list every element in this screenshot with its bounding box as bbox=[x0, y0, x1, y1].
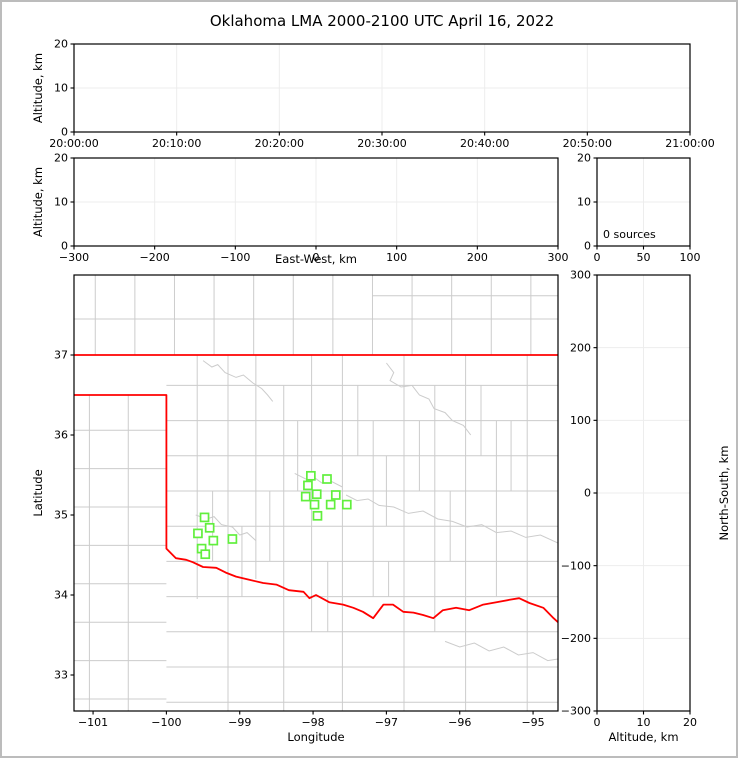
grid-lines bbox=[597, 275, 690, 711]
station-marker bbox=[341, 499, 352, 510]
y-tick-label: 37 bbox=[54, 349, 68, 362]
station-marker bbox=[311, 489, 322, 500]
y-tick-label: 20 bbox=[54, 152, 68, 165]
y-tick-label: −100 bbox=[561, 559, 591, 572]
y-axis-label: Latitude bbox=[31, 469, 45, 516]
x-tick-label: −96 bbox=[448, 716, 471, 729]
station-marker bbox=[193, 528, 203, 539]
y-tick-label: 36 bbox=[54, 429, 68, 442]
grid-lines bbox=[74, 44, 690, 132]
x-tick-label: −200 bbox=[140, 251, 170, 264]
x-tick-label: 100 bbox=[386, 251, 407, 264]
state-border bbox=[74, 354, 558, 623]
source-count-annotation: 0 sources bbox=[603, 228, 656, 241]
lma-stations bbox=[193, 470, 352, 560]
x-tick-label: 300 bbox=[548, 251, 569, 264]
tick-labels: 0 10 20 −300 −200 −100 0 100 200 300 bbox=[561, 269, 697, 729]
y-tick-label: 10 bbox=[54, 82, 68, 95]
x-tick-label: −98 bbox=[301, 716, 324, 729]
tick-marks bbox=[70, 354, 534, 715]
y-axis-label: Altitude, km bbox=[31, 53, 45, 123]
y-axis-label: Altitude, km bbox=[31, 167, 45, 237]
east-west-height-panel: −300 −200 −100 0 100 200 300 0 10 20 Altitude, km E… bbox=[31, 152, 569, 266]
station-marker bbox=[303, 480, 313, 491]
x-tick-label: −100 bbox=[220, 251, 250, 264]
altitude-histogram-panel: 0 50 100 0 10 20 0 sources bbox=[577, 152, 701, 264]
station-marker bbox=[200, 549, 211, 560]
y-tick-label: 33 bbox=[54, 669, 68, 682]
y-tick-label: 34 bbox=[54, 589, 68, 602]
y-tick-label: −200 bbox=[561, 632, 591, 645]
x-tick-label: 100 bbox=[680, 251, 701, 264]
tick-labels: −101 −100 −99 −98 −97 −96 −95 33 34 35 36 37 bbox=[54, 349, 545, 729]
station-marker bbox=[208, 535, 219, 546]
x-tick-label: 50 bbox=[637, 251, 651, 264]
tick-marks bbox=[70, 43, 691, 136]
x-tick-label: −300 bbox=[59, 251, 89, 264]
y-tick-label: 20 bbox=[577, 152, 591, 165]
x-axis-label: East-West, km bbox=[275, 252, 357, 266]
x-tick-label: −97 bbox=[375, 716, 398, 729]
y-tick-label: −300 bbox=[561, 705, 591, 718]
x-tick-label: 0 bbox=[313, 251, 320, 264]
axis-frame bbox=[73, 274, 559, 712]
x-tick-label: −99 bbox=[228, 716, 251, 729]
y-tick-label: 10 bbox=[54, 196, 68, 209]
y-tick-label: 100 bbox=[570, 414, 591, 427]
x-tick-label: −101 bbox=[78, 716, 108, 729]
x-tick-label: 20:00:00 bbox=[49, 137, 98, 150]
station-marker bbox=[199, 512, 210, 523]
x-tick-label: 0 bbox=[594, 251, 601, 264]
y-tick-label: 20 bbox=[54, 38, 68, 51]
grid-lines bbox=[597, 158, 690, 246]
tick-marks bbox=[70, 157, 559, 250]
x-axis-label: Altitude, km bbox=[608, 730, 678, 744]
x-tick-label: 20:30:00 bbox=[357, 137, 406, 150]
tick-marks bbox=[593, 274, 691, 715]
x-tick-label: 10 bbox=[637, 716, 651, 729]
y-tick-label: 0 bbox=[61, 126, 68, 139]
station-marker bbox=[330, 490, 341, 500]
north-south-height-panel: 0 10 20 −300 −200 −100 0 100 200 300 North-South, … bbox=[561, 269, 731, 744]
x-tick-label: 20:50:00 bbox=[563, 137, 612, 150]
map-layers bbox=[74, 275, 558, 711]
station-marker bbox=[306, 470, 316, 481]
tick-labels: 20:00:00 20:10:00 20:20:00 20:30:00 20:40:00… bbox=[49, 38, 714, 150]
y-tick-label: 0 bbox=[61, 240, 68, 253]
station-marker bbox=[325, 499, 336, 510]
grid-lines bbox=[74, 158, 558, 246]
station-marker bbox=[300, 491, 311, 502]
plan-view-map-panel: −101 −100 −99 −98 −97 −96 −95 33 34 35 36 37 Latitud… bbox=[31, 274, 559, 744]
y-tick-label: 0 bbox=[584, 487, 591, 500]
x-tick-label: −95 bbox=[521, 716, 544, 729]
station-marker bbox=[227, 534, 238, 544]
x-tick-label: 20:40:00 bbox=[460, 137, 509, 150]
y-axis-label-right: North-South, km bbox=[717, 446, 731, 541]
figure-title: Oklahoma LMA 2000-2100 UTC April 16, 202… bbox=[209, 12, 555, 30]
y-tick-label: 35 bbox=[54, 509, 68, 522]
y-tick-label: 10 bbox=[577, 196, 591, 209]
y-tick-label: 0 bbox=[584, 240, 591, 253]
tick-labels: 0 50 100 0 10 20 bbox=[577, 152, 701, 264]
y-tick-label: 200 bbox=[570, 341, 591, 354]
x-tick-label: 20:10:00 bbox=[152, 137, 201, 150]
station-marker bbox=[309, 499, 320, 510]
x-axis-label: Longitude bbox=[287, 730, 344, 744]
county-boundaries bbox=[74, 275, 558, 711]
x-tick-label: 20 bbox=[683, 716, 697, 729]
x-tick-label: 200 bbox=[467, 251, 488, 264]
x-tick-label: 0 bbox=[594, 716, 601, 729]
tick-marks bbox=[593, 157, 691, 250]
x-tick-label: 21:00:00 bbox=[665, 137, 714, 150]
station-marker bbox=[322, 474, 332, 484]
x-tick-label: 20:20:00 bbox=[255, 137, 304, 150]
tick-labels: −300 −200 −100 0 100 200 300 0 10 20 bbox=[54, 152, 569, 264]
time-height-panel: 20:00:00 20:10:00 20:20:00 20:30:00 20:40:00… bbox=[31, 38, 715, 150]
station-marker bbox=[204, 522, 215, 533]
station-marker bbox=[312, 510, 323, 521]
y-tick-label: 300 bbox=[570, 269, 591, 282]
x-tick-label: −100 bbox=[151, 716, 181, 729]
